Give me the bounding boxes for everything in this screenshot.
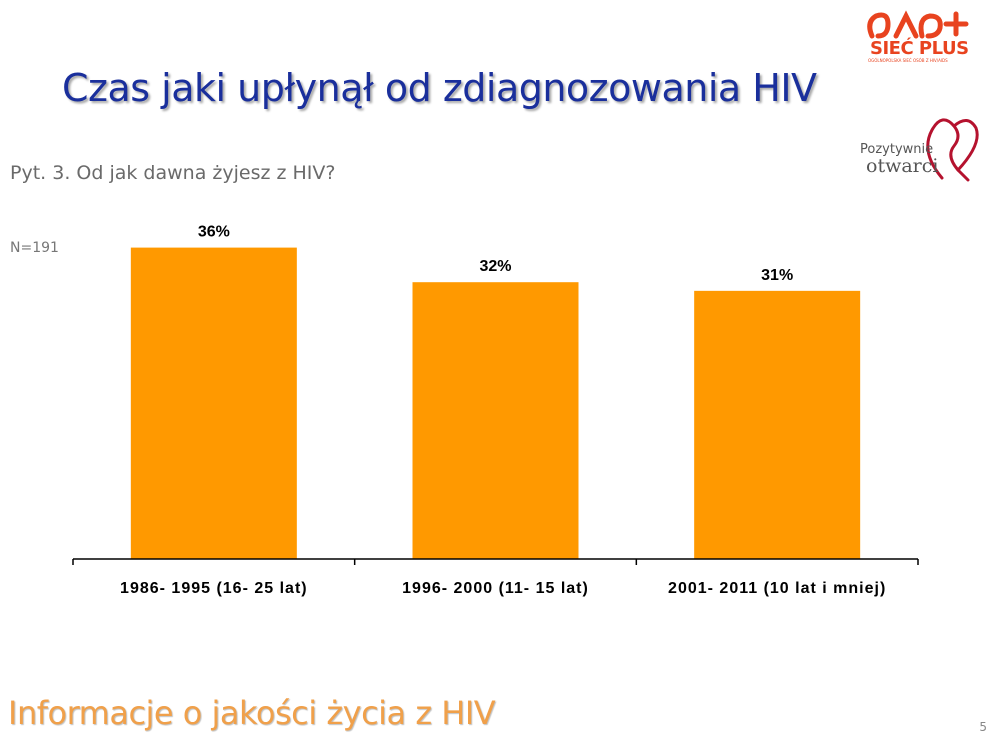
category-label-3: 2001- 2011 (10 lat i mniej) bbox=[668, 580, 886, 597]
siec-plus-logo bbox=[862, 8, 980, 72]
footer-title: Informacje o jakości życia z HIV bbox=[8, 694, 496, 732]
data-label-3: 31% bbox=[761, 267, 793, 284]
pozytywnie-otwarci-line1: Pozytywnie bbox=[860, 142, 934, 157]
bar-1 bbox=[130, 247, 297, 559]
siec-plus-name: SIEĆ PLUS bbox=[870, 38, 969, 59]
pozytywnie-otwarci-line2: otwarci bbox=[866, 155, 939, 177]
data-label-1: 36% bbox=[198, 224, 230, 241]
question-text: Pyt. 3. Od jak dawna żyjesz z HIV? bbox=[10, 162, 336, 184]
heart-ribbon-icon bbox=[926, 118, 979, 182]
slide-title: Czas jaki upłynął od zdiagnozowania HIV bbox=[62, 66, 817, 110]
category-label-1: 1986- 1995 (16- 25 lat) bbox=[120, 580, 308, 597]
bar-2 bbox=[412, 282, 579, 559]
sample-size: N=191 bbox=[10, 240, 59, 256]
category-label-2: 1996- 2000 (11- 15 lat) bbox=[402, 580, 589, 597]
siec-plus-logo-mark bbox=[867, 10, 969, 39]
bar-3 bbox=[694, 290, 861, 559]
siec-plus-subtitle: OGÓLNOPOLSKA SIEĆ OSÓB Z HIV/AIDS bbox=[868, 58, 948, 63]
page-number: 5 bbox=[979, 720, 987, 734]
data-label-2: 32% bbox=[479, 258, 511, 275]
